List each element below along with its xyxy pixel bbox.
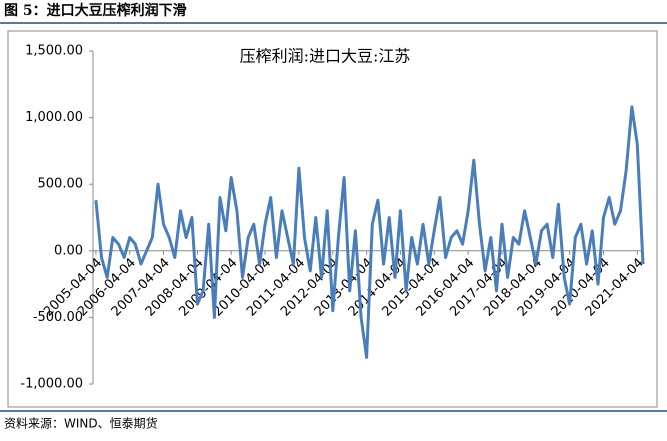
y-tick-label: 1,500.00 xyxy=(25,44,83,59)
y-tick-label: -1,000.00 xyxy=(20,377,83,392)
chart-frame xyxy=(7,30,658,408)
line xyxy=(94,105,645,359)
chart-title: 压榨利润:进口大豆:江苏 xyxy=(240,47,411,66)
figure-title: 图 5：进口大豆压榨利润下滑 xyxy=(4,2,187,19)
y-tick-label: 1,000.00 xyxy=(25,110,83,125)
y-tick-label: 0.00 xyxy=(54,243,83,258)
y-tick-label: 500.00 xyxy=(38,177,84,192)
y-tick-label: -500.00 xyxy=(33,310,83,325)
source-note: 资料来源：WIND、恒泰期货 xyxy=(4,416,158,431)
